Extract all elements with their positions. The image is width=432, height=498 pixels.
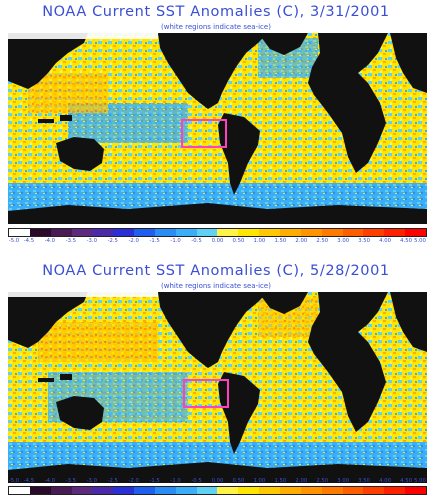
panel-title: NOAA Current SST Anomalies (C), 5/28/200…: [42, 263, 390, 279]
colorbar-tick-label: 4.50: [400, 238, 412, 244]
colorbar-tick-label: 3.00: [337, 238, 350, 244]
colorbar-swatch: [259, 229, 280, 236]
panel-subtitle: (white regions indicate sea-ice): [161, 282, 271, 290]
colorbar-tick-label: 4.00: [379, 238, 391, 244]
colorbar-tick-label: -1.5: [149, 238, 160, 244]
colorbar-swatch: [9, 487, 30, 494]
colorbar-swatch: [279, 229, 301, 236]
colorbar-swatch: [9, 229, 30, 236]
colorbar-tick-label: -3.0: [86, 478, 97, 484]
colorbar-swatch: [384, 487, 406, 494]
colorbar-tick-label: 0.00: [211, 238, 224, 244]
colorbar-tick-label: 3.50: [358, 478, 371, 484]
colorbar-tick-label: -0.5: [191, 238, 202, 244]
colorbar-swatch: [134, 487, 155, 494]
colorbar-swatch: [363, 229, 385, 236]
colorbar-tick-label: -1.5: [149, 478, 160, 484]
colorbar-swatch: [300, 229, 322, 236]
highlight-box: [181, 119, 227, 148]
colorbar-tick-label: 4.50: [400, 478, 412, 484]
colorbar-swatch: [342, 487, 364, 494]
colorbar-tick-label: 2.00: [295, 478, 308, 484]
colorbar-swatch: [238, 487, 260, 494]
colorbar-swatch: [300, 487, 322, 494]
sst-anomaly-map: [8, 292, 427, 483]
colorbar: [8, 486, 427, 495]
colorbar-swatch: [196, 487, 218, 494]
colorbar-swatch: [113, 229, 135, 236]
colorbar-tick-label: 1.50: [274, 238, 287, 244]
colorbar-swatch: [113, 487, 135, 494]
colorbar-swatch: [259, 487, 280, 494]
colorbar-swatch: [154, 229, 176, 236]
colorbar-tick-label: -1.0: [170, 478, 181, 484]
colorbar: [8, 228, 427, 237]
colorbar-ticks: -5.0 -4.5 -4.0 -3.5 -3.0 -2.5 -2.0 -1.5 -1.0 -0.5…: [8, 478, 427, 486]
colorbar-tick-label: 3.50: [358, 238, 371, 244]
colorbar-tick-label: -3.0: [86, 238, 97, 244]
colorbar-tick-label: -3.5: [65, 478, 77, 484]
colorbar-swatch: [29, 229, 51, 236]
colorbar-swatch: [154, 487, 176, 494]
colorbar-swatch: [175, 229, 197, 236]
colorbar-tick-label: -2.5: [107, 478, 118, 484]
colorbar-swatch: [50, 229, 72, 236]
colorbar-tick-label: 3.00: [337, 478, 350, 484]
sst-anomaly-map: [8, 33, 427, 224]
colorbar-tick-label: 2.50: [316, 478, 329, 484]
colorbar-swatch: [92, 487, 114, 494]
colorbar-tick-label: 0.50: [232, 238, 245, 244]
colorbar-tick-label: -5.0: [8, 478, 20, 484]
colorbar-tick-label: 2.50: [316, 238, 329, 244]
colorbar-tick-label: 1.00: [253, 238, 266, 244]
colorbar-tick-label: 5.00: [414, 478, 426, 484]
colorbar-tick-label: 4.00: [379, 478, 391, 484]
colorbar-tick-label: -2.0: [128, 478, 139, 484]
colorbar-swatch: [342, 229, 364, 236]
colorbar-swatch: [405, 487, 426, 494]
colorbar-swatch: [384, 229, 406, 236]
colorbar-swatch: [321, 487, 343, 494]
colorbar-tick-label: -4.5: [23, 478, 35, 484]
colorbar-swatch: [71, 229, 93, 236]
colorbar-swatch: [321, 229, 343, 236]
colorbar-tick-label: -4.0: [44, 478, 56, 484]
colorbar-swatch: [196, 229, 218, 236]
colorbar-swatch: [175, 487, 197, 494]
panel-subtitle: (white regions indicate sea-ice): [161, 23, 271, 31]
colorbar-swatch: [29, 487, 51, 494]
colorbar-tick-label: 0.50: [232, 478, 245, 484]
colorbar-swatch: [363, 487, 385, 494]
colorbar-swatch: [217, 487, 239, 494]
colorbar-tick-label: 5.00: [414, 238, 426, 244]
colorbar-swatch: [92, 229, 114, 236]
colorbar-tick-label: -1.0: [170, 238, 181, 244]
colorbar-tick-label: -4.5: [23, 238, 35, 244]
colorbar-swatch: [238, 229, 260, 236]
colorbar-tick-label: -5.0: [8, 238, 20, 244]
colorbar-swatch: [405, 229, 426, 236]
colorbar-swatch: [279, 487, 301, 494]
colorbar-tick-label: 0.00: [211, 478, 224, 484]
colorbar-tick-label: -4.0: [44, 238, 56, 244]
colorbar-tick-label: -3.5: [65, 238, 77, 244]
colorbar-tick-label: 2.00: [295, 238, 308, 244]
colorbar-tick-label: 1.50: [274, 478, 287, 484]
colorbar-tick-label: -2.5: [107, 238, 118, 244]
colorbar-ticks: -5.0 -4.5 -4.0 -3.5 -3.0 -2.5 -2.0 -1.5 -1.0 -0.5…: [8, 238, 427, 246]
colorbar-swatch: [217, 229, 239, 236]
colorbar-swatch: [71, 487, 93, 494]
colorbar-tick-label: -0.5: [191, 478, 202, 484]
colorbar-swatch: [50, 487, 72, 494]
colorbar-tick-label: -2.0: [128, 238, 139, 244]
colorbar-swatch: [134, 229, 155, 236]
panel-title: NOAA Current SST Anomalies (C), 3/31/200…: [42, 4, 390, 20]
colorbar-tick-label: 1.00: [253, 478, 266, 484]
highlight-box: [183, 379, 229, 408]
